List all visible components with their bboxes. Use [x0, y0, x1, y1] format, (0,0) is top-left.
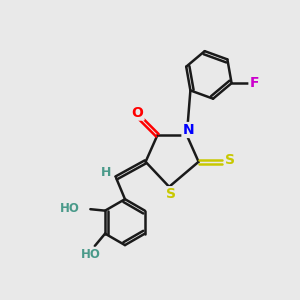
- Text: HO: HO: [60, 202, 80, 215]
- Text: F: F: [250, 76, 259, 90]
- Text: S: S: [225, 153, 236, 167]
- Text: S: S: [166, 187, 176, 201]
- Text: O: O: [132, 106, 144, 120]
- Text: N: N: [182, 123, 194, 137]
- Text: HO: HO: [80, 248, 100, 261]
- Text: H: H: [100, 166, 111, 179]
